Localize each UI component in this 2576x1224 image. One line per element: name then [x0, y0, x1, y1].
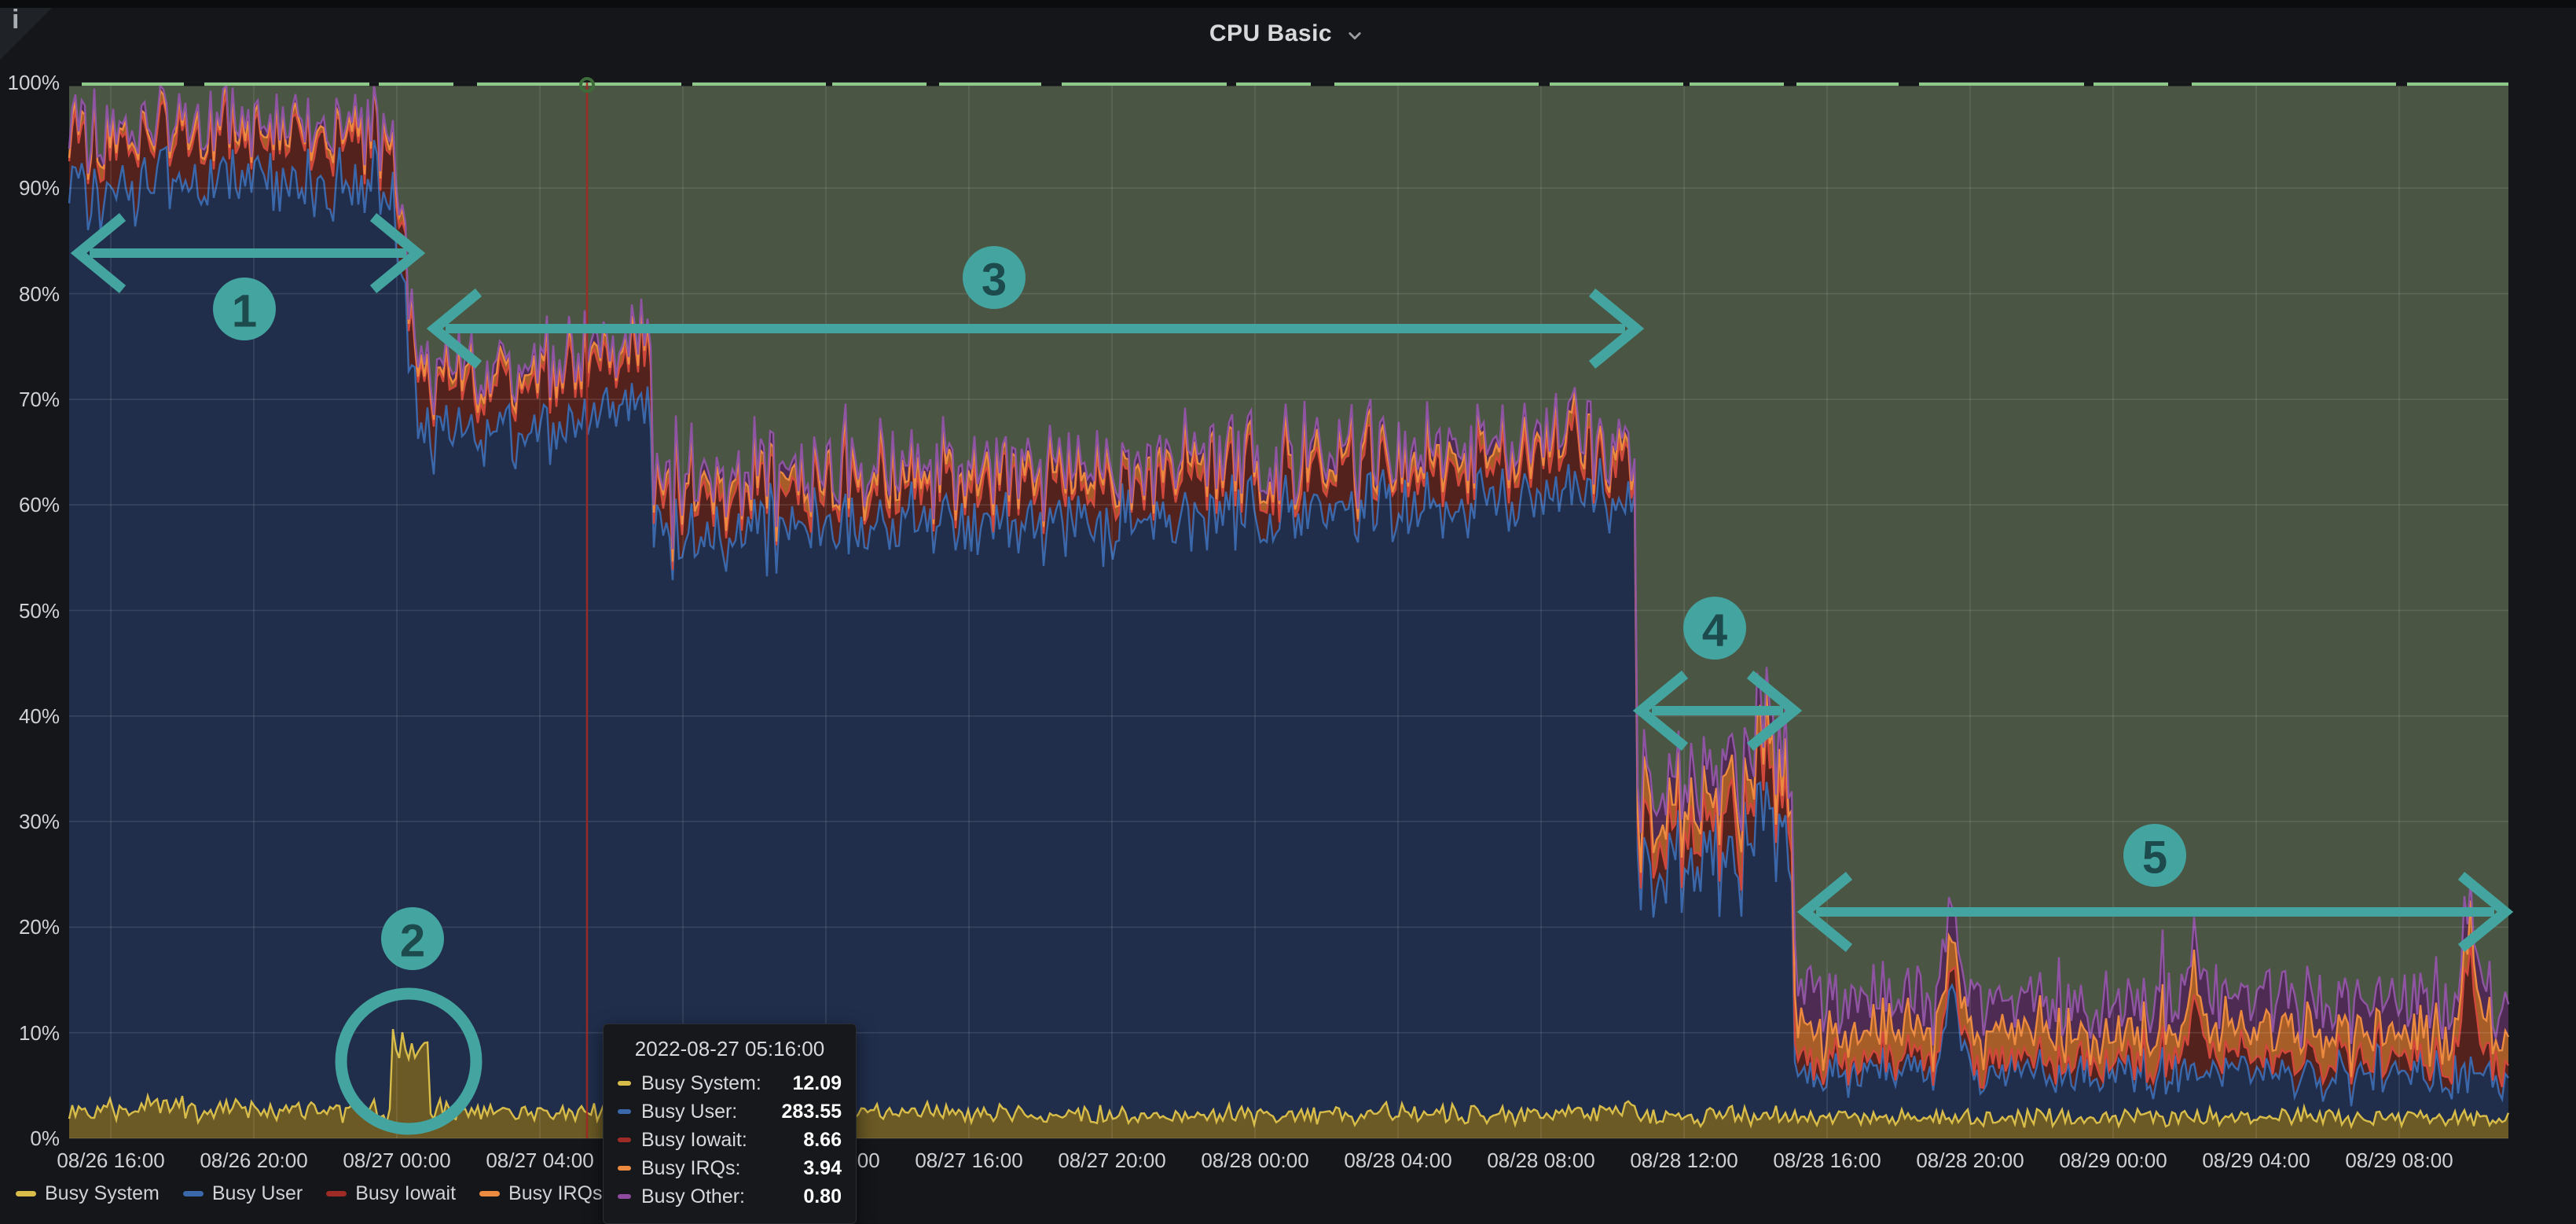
- tooltip-series-label: Busy Other:: [641, 1185, 745, 1207]
- y-tick-label: 60%: [18, 493, 60, 517]
- tooltip-series-swatch: [618, 1166, 631, 1171]
- legend-swatch: [16, 1191, 36, 1196]
- tooltip-row: Busy Iowait: 8.66: [618, 1126, 842, 1154]
- legend-label: Busy User: [211, 1182, 303, 1204]
- legend-item[interactable]: Busy System: [16, 1182, 160, 1205]
- tooltip-series-value: 3.94: [803, 1156, 842, 1179]
- x-tick-label: 08/28 00:00: [1201, 1149, 1309, 1172]
- x-tick-label: 08/27 00:00: [343, 1149, 451, 1172]
- legend-swatch: [479, 1191, 501, 1196]
- arrow-left-head-icon: [1796, 871, 1853, 953]
- x-tick-label: 08/29 04:00: [2202, 1149, 2310, 1172]
- arrow-right-head-icon: [1588, 288, 1645, 369]
- annotation-badge-number: 2: [400, 916, 425, 967]
- annotation-badge-number: 3: [982, 255, 1007, 306]
- tooltip-series-label: Busy User:: [641, 1100, 738, 1123]
- tooltip-row: Busy System: 12.09: [618, 1069, 842, 1097]
- arrow-left-head-icon: [70, 212, 127, 294]
- series-line-system: [68, 1028, 2510, 1130]
- annotation-ring-2: [335, 987, 483, 1135]
- annotation-badge-4: [1683, 597, 1746, 660]
- x-tick-label: 08/28 16:00: [1773, 1149, 1881, 1172]
- annotation-badge-number: 5: [2142, 833, 2167, 884]
- legend-label: Busy IRQs: [508, 1182, 603, 1204]
- annotation-badge-5: [2123, 824, 2186, 887]
- y-tick-label: 10%: [18, 1020, 60, 1045]
- tooltip-row: Busy IRQs: 3.94: [618, 1154, 842, 1182]
- y-tick-label: 100%: [7, 71, 61, 94]
- y-tick-label: 0%: [30, 1127, 60, 1150]
- arrow-right-head-icon: [2457, 871, 2514, 953]
- x-tick-label: 08/27 20:00: [1058, 1149, 1166, 1172]
- tooltip-series-value: 8.66: [803, 1128, 842, 1151]
- y-tick-label: 70%: [18, 387, 60, 411]
- y-tick-label: 30%: [18, 810, 60, 834]
- chevron-down-icon[interactable]: [1343, 24, 1367, 47]
- chart-tooltip: 2022-08-27 05:16:00 Busy System: 12.09 Bus…: [603, 1024, 857, 1224]
- annotation-badge-number: 4: [1702, 605, 1727, 656]
- legend-item[interactable]: Busy IRQs: [479, 1182, 603, 1205]
- legend-label: Busy Iowait: [355, 1182, 457, 1204]
- tooltip-timestamp: 2022-08-27 05:16:00: [634, 1037, 825, 1060]
- annotation-badge-1: [213, 278, 276, 340]
- tooltip-row: Busy User: 283.55: [618, 1097, 842, 1126]
- series-area-user: [69, 140, 2508, 1139]
- tooltip-series-label: Busy Iowait:: [641, 1128, 747, 1151]
- arrow-left-head-icon: [1632, 670, 1689, 752]
- tooltip-series-value: 12.09: [792, 1071, 842, 1094]
- annotation-badge-number: 1: [232, 286, 257, 337]
- x-tick-label: 08/29 08:00: [2345, 1149, 2453, 1172]
- legend-swatch: [326, 1191, 347, 1196]
- tooltip-row: Busy Other: 0.80: [618, 1182, 842, 1211]
- annotation-badge-2: [381, 907, 444, 970]
- x-tick-label: 08/28 04:00: [1344, 1149, 1452, 1172]
- info-icon: i: [12, 5, 20, 35]
- tooltip-series-swatch: [618, 1194, 631, 1199]
- y-tick-label: 80%: [18, 281, 60, 306]
- series-line-user: [68, 139, 2509, 1107]
- x-tick-label: 08/26 20:00: [200, 1149, 308, 1172]
- panel-title[interactable]: CPU Basic: [1209, 20, 1333, 46]
- arrow-right-head-icon: [369, 212, 426, 294]
- tooltip-series-swatch: [618, 1109, 631, 1114]
- series-line-irqs: [68, 85, 2510, 1078]
- y-tick-label: 40%: [18, 704, 60, 728]
- y-tick-label: 20%: [18, 915, 60, 939]
- legend-item[interactable]: Busy Iowait: [326, 1182, 456, 1205]
- window-top-strip: [0, 0, 2576, 8]
- x-tick-label: 08/28 20:00: [1916, 1149, 2024, 1172]
- series-line-iowait: [68, 85, 2509, 1090]
- legend: Busy System Busy User Busy Iowait Busy IRQs: [16, 1182, 603, 1205]
- legend-swatch: [182, 1191, 204, 1196]
- arrow-right-head-icon: [1746, 670, 1803, 752]
- tooltip-series-swatch: [618, 1138, 631, 1142]
- x-tick-label: 08/28 08:00: [1487, 1149, 1595, 1172]
- crosshair-point-marker: [579, 77, 595, 93]
- legend-label: Busy System: [45, 1182, 160, 1204]
- tooltip-series-label: Busy System:: [641, 1071, 761, 1094]
- x-tick-label: 08/27 16:00: [915, 1149, 1023, 1172]
- y-tick-label: 50%: [18, 598, 60, 623]
- tooltip-series-value: 283.55: [781, 1100, 842, 1123]
- x-tick-label: 08/29 00:00: [2059, 1149, 2167, 1172]
- series-area-system: [69, 1029, 2508, 1138]
- legend-item[interactable]: Busy User: [182, 1182, 303, 1205]
- tooltip-rows: Busy System: 12.09 Busy User: 283.55 Busy Io…: [618, 1069, 842, 1211]
- annotation-badge-3: [963, 246, 1026, 309]
- panel-header: CPU Basic: [0, 8, 2576, 60]
- tooltip-series-swatch: [618, 1081, 631, 1086]
- series-line-other: [68, 83, 2510, 1048]
- tooltip-series-label: Busy IRQs:: [641, 1156, 741, 1179]
- x-tick-label: 08/28 12:00: [1630, 1149, 1738, 1172]
- arrow-left-head-icon: [426, 288, 483, 369]
- x-tick-label: 08/26 16:00: [57, 1149, 165, 1172]
- tooltip-series-value: 0.80: [803, 1185, 842, 1207]
- y-tick-label: 90%: [18, 176, 60, 200]
- x-tick-label: 08/27 04:00: [486, 1149, 594, 1172]
